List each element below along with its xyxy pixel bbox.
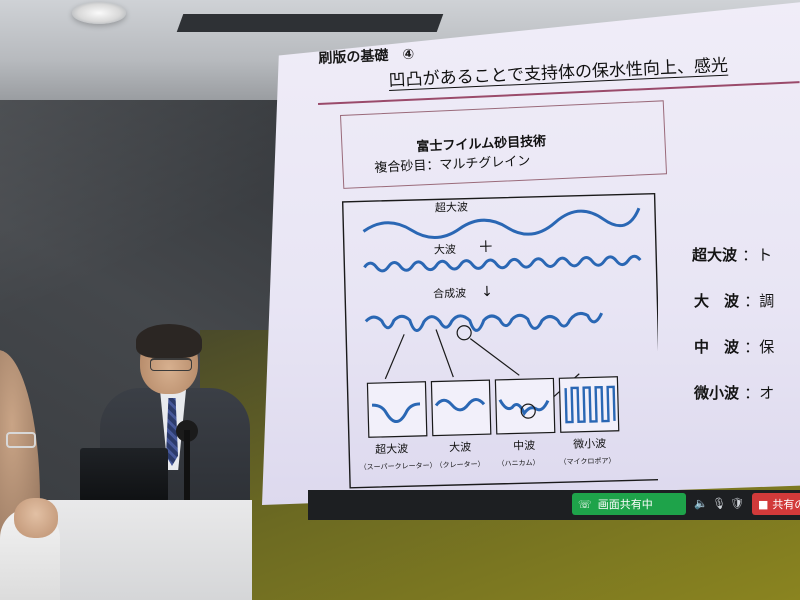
screen-share-label: 画面共有中 <box>597 498 653 511</box>
phone-icon: ☏ <box>578 497 592 511</box>
speaker-icon[interactable]: 🔈 <box>694 497 708 510</box>
down-arrow-label: ↓ <box>481 284 493 300</box>
microphone-stand <box>184 430 190 510</box>
audience-glasses <box>6 432 36 448</box>
legend-value: ：調 <box>744 292 775 310</box>
legend-value: ：保 <box>744 338 775 356</box>
presenter-hair <box>136 324 202 358</box>
panel-medium-label: 中波 <box>513 439 535 453</box>
super-wave-label: 超大波 <box>435 200 468 215</box>
legend-value: ：オ <box>744 384 775 402</box>
panel-medium-circle <box>520 403 536 419</box>
panel-large-label: 大波 <box>449 440 471 455</box>
legend-item-micro: 微小波 ：オ <box>694 382 774 403</box>
panel-medium-wave <box>498 399 550 417</box>
stop-share-label: 共有の <box>772 498 800 511</box>
shield-icon[interactable]: 🛡 <box>730 497 744 510</box>
legend-item-medium: 中 波 ：保 <box>694 336 774 357</box>
arrow-3 <box>469 338 520 376</box>
large-wave-label: 大波 <box>434 242 456 257</box>
panel-micro-label: 微小波 <box>573 436 606 451</box>
arrow-1 <box>384 334 405 380</box>
grain-diagram: 超大波 大波 ＋ 合成波 ↓ 超大波 大波 中波 微小波 （スーパークレーター）… <box>341 193 658 489</box>
legend-value: ：ト <box>742 246 773 264</box>
presenter-tie <box>166 398 178 466</box>
podium <box>40 500 252 600</box>
panel-large <box>430 379 492 437</box>
combined-wave-label: 合成波 <box>433 286 466 301</box>
panel-super-wave <box>371 402 421 424</box>
laptop <box>80 448 168 502</box>
screen-share-indicator[interactable]: ☏ 画面共有中 <box>572 493 686 515</box>
stop-share-button[interactable]: ■ 共有の <box>752 493 800 515</box>
panel-micro-sub: （マイクロポア） <box>559 457 615 466</box>
panel-super-label: 超大波 <box>375 441 408 456</box>
panel-super-sub: （スーパークレーター） <box>360 461 437 472</box>
panel-medium <box>494 377 556 435</box>
panel-large-sub: （クレーター） <box>435 459 484 469</box>
legend-term: 超大波 <box>692 246 738 264</box>
panel-medium-sub: （ハニカム） <box>497 459 539 468</box>
arrow-2 <box>435 329 454 378</box>
legend-term: 中 波 <box>694 338 740 356</box>
highlight-circle <box>456 325 472 341</box>
large-wave-line <box>363 254 642 273</box>
ceiling-light <box>72 2 126 24</box>
stop-icon: ■ <box>758 497 769 511</box>
plus-label: ＋ <box>478 237 495 256</box>
diagram-frame <box>341 193 658 489</box>
audience-hand <box>14 498 58 538</box>
legend-term: 大 波 <box>694 292 740 310</box>
panel-large-wave <box>434 397 486 412</box>
legend-item-super: 超大波 ：ト <box>692 244 772 265</box>
meeting-toolbar <box>308 490 800 520</box>
presenter-glasses <box>150 358 192 371</box>
panel-micro-wave <box>564 385 616 424</box>
combined-wave-line <box>364 311 604 332</box>
mic-icon[interactable]: 🎙 <box>712 497 726 510</box>
legend-item-large: 大 波 ：調 <box>694 290 774 311</box>
super-wave-line <box>362 207 641 239</box>
panel-super <box>366 381 428 438</box>
legend-term: 微小波 <box>694 384 740 402</box>
